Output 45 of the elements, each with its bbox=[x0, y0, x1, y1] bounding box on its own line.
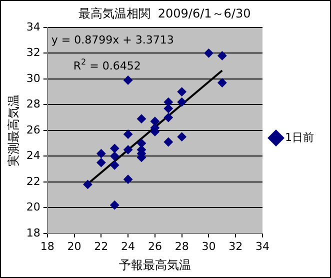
legend-label: 1日前 bbox=[285, 130, 314, 144]
point bbox=[218, 51, 227, 60]
chart-title: 最高気温相関 2009/6/1～6/30 bbox=[78, 6, 251, 20]
x-tick-label: 24 bbox=[121, 240, 136, 253]
point bbox=[218, 78, 227, 88]
annotation: y = 0.8799x + 3.3713 bbox=[51, 33, 174, 46]
point bbox=[110, 160, 120, 170]
point bbox=[96, 158, 106, 168]
x-tick-label: 30 bbox=[202, 240, 216, 253]
x-axis-title: 予報最高気温 bbox=[118, 258, 191, 272]
x-tick-label: 22 bbox=[94, 240, 108, 253]
x-tick-label: 26 bbox=[148, 240, 162, 253]
x-tick-label: 28 bbox=[174, 240, 189, 253]
x-tick-label: 34 bbox=[256, 240, 270, 253]
point bbox=[177, 98, 186, 107]
x-tick-label: 18 bbox=[40, 240, 54, 253]
y-axis-title: 実測最高気温 bbox=[6, 94, 20, 166]
y-tick-label: 24 bbox=[26, 149, 40, 162]
point bbox=[150, 116, 160, 126]
y-tick-label: 30 bbox=[26, 72, 40, 85]
x-tick-label: 32 bbox=[228, 240, 243, 253]
point bbox=[124, 76, 133, 85]
point bbox=[137, 114, 146, 124]
point bbox=[164, 104, 173, 114]
point bbox=[124, 145, 133, 154]
y-tick-label: 34 bbox=[26, 20, 40, 34]
y-tick-label: 32 bbox=[26, 46, 40, 60]
y-tick-label: 26 bbox=[26, 123, 40, 136]
x-tick-label: 20 bbox=[67, 240, 82, 253]
point bbox=[96, 149, 106, 158]
point bbox=[124, 130, 133, 139]
point bbox=[110, 144, 120, 153]
point bbox=[164, 113, 173, 122]
point bbox=[204, 48, 214, 58]
point bbox=[110, 200, 120, 210]
point bbox=[164, 137, 173, 146]
point bbox=[177, 87, 186, 96]
y-tick-label: 20 bbox=[26, 200, 40, 214]
y-tick-label: 22 bbox=[26, 174, 40, 188]
point bbox=[177, 132, 186, 142]
y-tick-label: 28 bbox=[26, 98, 40, 111]
point bbox=[124, 174, 133, 184]
y-tick-label: 18 bbox=[26, 226, 40, 240]
point bbox=[83, 180, 92, 189]
point bbox=[110, 152, 120, 161]
